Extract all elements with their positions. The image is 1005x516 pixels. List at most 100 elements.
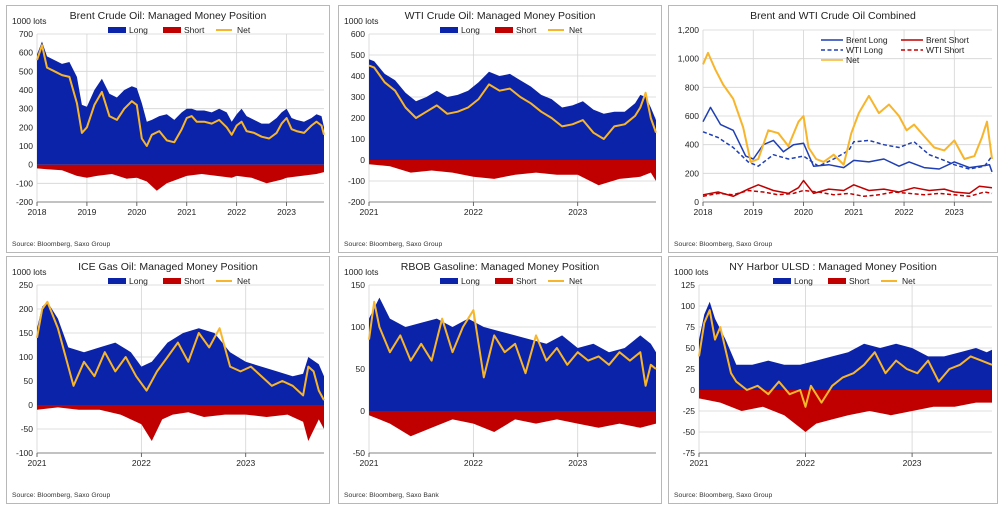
chart-title: Brent and WTI Crude Oil Combined — [750, 10, 916, 22]
y-tick-label: -100 — [348, 176, 365, 186]
legend-label-long: Long — [461, 276, 480, 286]
y-tick-label: 0 — [28, 160, 33, 170]
legend-swatch-long — [108, 278, 126, 284]
y-tick-label: 200 — [19, 122, 33, 132]
x-tick-label: 2023 — [277, 207, 296, 217]
y-tick-label: 700 — [19, 29, 33, 39]
x-tick-label: 2021 — [360, 207, 379, 217]
x-tick-label: 2022 — [132, 458, 151, 468]
y-tick-label: -50 — [353, 448, 366, 458]
legend-swatch-short — [163, 27, 181, 33]
chart-panel-wti: WTI Crude Oil: Managed Money Position 100… — [338, 5, 662, 253]
chart-source: Source: Bloomberg, Saxo Group — [674, 241, 772, 248]
x-tick-label: 2023 — [903, 458, 922, 468]
y-tick-label: 0 — [28, 400, 33, 410]
series-area-long — [369, 297, 656, 411]
chart-source: Source: Bloomberg, Saxo Group — [12, 492, 110, 499]
chart-source: Source: Bloomberg, Saxo Group — [674, 492, 772, 499]
y-tick-label: 125 — [681, 280, 695, 290]
legend-label-net: Net — [569, 276, 583, 286]
legend-label-long: Long — [129, 276, 148, 286]
x-tick-label: 2022 — [227, 207, 246, 217]
y-tick-label: 200 — [19, 304, 33, 314]
series-line-brent-long — [702, 106, 993, 173]
y-tick-label: 300 — [19, 104, 33, 114]
series-line-net — [36, 300, 325, 401]
y-tick-label: 400 — [351, 71, 365, 81]
legend-label-net: Net — [237, 25, 251, 35]
series-line-brent-short — [702, 179, 993, 198]
x-tick-label: 2020 — [794, 207, 813, 217]
x-tick-label: 2023 — [568, 458, 587, 468]
brent-managed-money-chart: Brent Crude Oil: Managed Money Position 1… — [12, 10, 325, 248]
y-tick-label: 150 — [19, 328, 33, 338]
series-line-net — [702, 51, 993, 166]
y-tick-label: 100 — [19, 141, 33, 151]
y-tick-label: 50 — [686, 343, 696, 353]
x-tick-label: 2023 — [236, 458, 255, 468]
y-tick-label: 500 — [351, 50, 365, 60]
chart-source: Source: Bloomberg, Saxo Bank — [344, 492, 439, 499]
legend-label-short: Short — [184, 276, 205, 286]
legend-label-wti-short: WTI Short — [926, 45, 965, 55]
y-tick-label: -75 — [683, 448, 696, 458]
y-tick-label: 75 — [686, 322, 696, 332]
brent-wti-combined-chart: Brent and WTI Crude Oil Combined 0 200 400 6… — [674, 10, 993, 248]
series-area-long — [37, 41, 324, 165]
y-tick-label: -100 — [16, 178, 33, 188]
x-tick-label: 2021 — [28, 458, 47, 468]
legend-label-brent-short: Brent Short — [926, 35, 970, 45]
legend-label-brent-long: Brent Long — [846, 35, 888, 45]
wti-managed-money-chart: WTI Crude Oil: Managed Money Position 100… — [344, 10, 657, 248]
x-tick-label: 2023 — [945, 207, 964, 217]
y-tick-label: -200 — [348, 197, 365, 207]
ulsd-managed-money-chart: NY Harbor ULSD : Managed Money Position 1… — [674, 261, 993, 499]
chart-panel-ulsd: NY Harbor ULSD : Managed Money Position 1… — [668, 256, 998, 504]
legend-label-net: Net — [846, 55, 860, 65]
legend-swatch-short — [495, 278, 513, 284]
y-tick-label: 0 — [694, 197, 699, 207]
series-area-long — [37, 301, 324, 405]
y-axis-unit-label: 1000 lots — [344, 267, 379, 277]
legend-label-short: Short — [849, 276, 870, 286]
y-tick-label: 1,000 — [678, 54, 700, 64]
x-tick-label: 2022 — [464, 207, 483, 217]
x-tick-label: 2022 — [895, 207, 914, 217]
legend-swatch-long — [773, 278, 791, 284]
x-tick-label: 2018 — [694, 207, 713, 217]
legend-label-net: Net — [237, 276, 251, 286]
legend-label-short: Short — [184, 25, 205, 35]
series-line-net — [698, 309, 993, 408]
y-tick-label: 400 — [19, 85, 33, 95]
x-tick-label: 2023 — [568, 207, 587, 217]
y-axis-unit-label: 1000 lots — [12, 16, 47, 26]
chart-title: Brent Crude Oil: Managed Money Position — [70, 10, 267, 22]
y-tick-label: 0 — [360, 406, 365, 416]
y-axis-unit-label: 1000 lots — [12, 267, 47, 277]
y-tick-label: 600 — [19, 48, 33, 58]
x-tick-label: 2019 — [744, 207, 763, 217]
x-tick-label: 2019 — [77, 207, 96, 217]
x-tick-label: 2022 — [796, 458, 815, 468]
legend-label-short: Short — [516, 276, 537, 286]
y-tick-label: -50 — [21, 424, 34, 434]
chart-title: NY Harbor ULSD : Managed Money Position — [729, 261, 937, 273]
x-tick-label: 2021 — [690, 458, 709, 468]
y-axis-unit-label: 1000 lots — [674, 267, 709, 277]
y-tick-label: -200 — [16, 197, 33, 207]
y-tick-label: 0 — [360, 155, 365, 165]
legend-label-long: Long — [461, 25, 480, 35]
y-tick-label: 200 — [351, 113, 365, 123]
legend-swatch-short — [495, 27, 513, 33]
series-area-short — [37, 405, 324, 441]
y-tick-label: 200 — [685, 168, 699, 178]
x-tick-label: 2021 — [844, 207, 863, 217]
y-tick-label: 500 — [19, 66, 33, 76]
x-tick-label: 2022 — [464, 458, 483, 468]
chart-panel-rbob: RBOB Gasoline: Managed Money Position 100… — [338, 256, 662, 504]
y-tick-label: 800 — [685, 82, 699, 92]
ice-gasoil-managed-money-chart: ICE Gas Oil: Managed Money Position 1000 … — [12, 261, 325, 499]
legend-swatch-short — [163, 278, 181, 284]
series-line-net — [36, 44, 325, 147]
x-tick-label: 2018 — [28, 207, 47, 217]
